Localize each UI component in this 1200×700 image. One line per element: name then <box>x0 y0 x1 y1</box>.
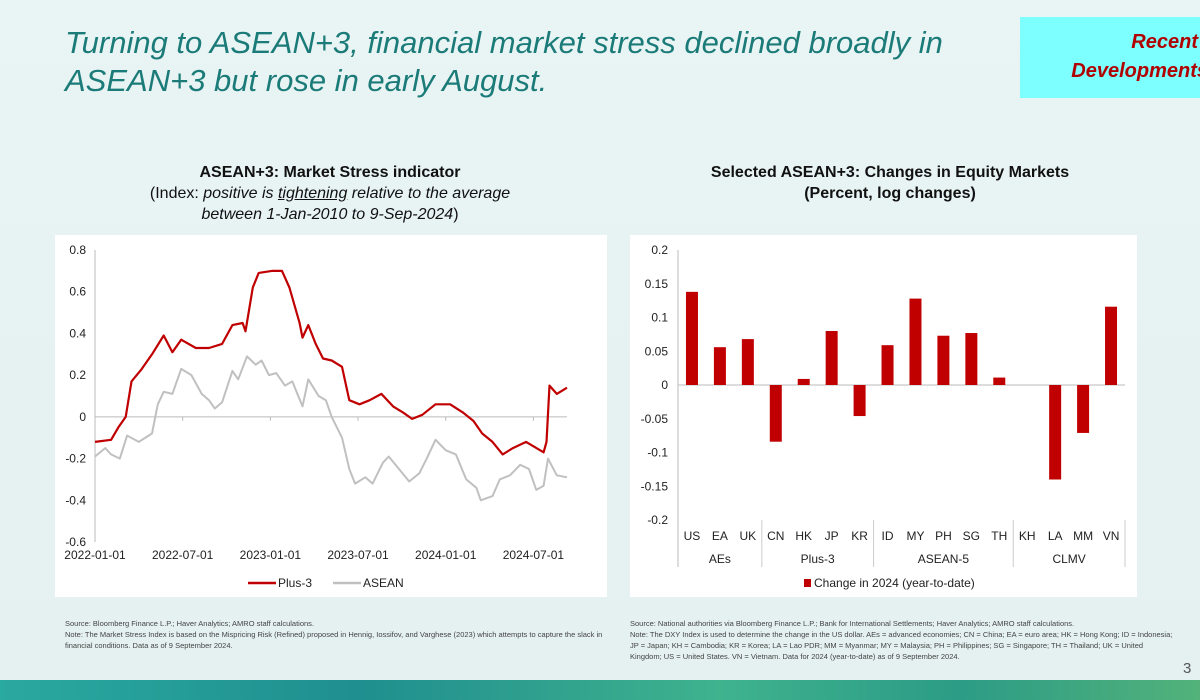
category-label: TH <box>991 529 1007 543</box>
bar-sg <box>965 333 978 385</box>
left-subtitle-suffix: ) <box>453 206 459 223</box>
bar-my <box>909 298 922 385</box>
y-tick-label: 0.15 <box>645 277 669 291</box>
left-source: Source: Bloomberg Finance L.P.; Haver An… <box>65 619 315 628</box>
right-subtitle: (Percent, log changes) <box>804 185 976 202</box>
bar-ea <box>713 347 726 385</box>
right-chart-title: Selected ASEAN+3: Changes in Equity Mark… <box>630 162 1150 204</box>
bar-kr <box>853 385 866 417</box>
bar-mm <box>1077 385 1090 433</box>
right-source: Source: National authorities via Bloombe… <box>630 619 1075 628</box>
category-label: KR <box>851 529 868 543</box>
category-label: PH <box>935 529 952 543</box>
title-line-1: Turning to ASEAN+3, financial market str… <box>65 25 943 60</box>
x-tick-label: 2022-07-01 <box>152 548 214 562</box>
y-tick-label: 0 <box>661 378 668 392</box>
category-label: UK <box>740 529 757 543</box>
y-tick-label: 0.2 <box>651 243 668 257</box>
section-tag: Recent Developments <box>1020 17 1200 98</box>
legend-label: Change in 2024 (year-to-date) <box>814 576 975 590</box>
right-note: Note: The DXY Index is used to determine… <box>630 630 1173 661</box>
category-label: MM <box>1073 529 1093 543</box>
y-tick-label: 0 <box>79 410 86 424</box>
x-tick-label: 2023-01-01 <box>240 548 302 562</box>
legend-label: ASEAN <box>363 576 404 590</box>
group-label: ASEAN-5 <box>918 552 970 566</box>
category-label: ID <box>882 529 894 543</box>
category-label: SG <box>963 529 980 543</box>
bar-uk <box>741 339 754 385</box>
y-tick-label: -0.1 <box>647 446 668 460</box>
bar-chart: 0.2 0.15 0.1 0.05 0 -0.05 -0.1 -0.15 -0.2 US EA UK C… <box>641 243 1126 590</box>
y-tick-label: -0.6 <box>65 535 86 549</box>
y-tick-label: 0.8 <box>69 243 86 257</box>
y-tick-label: 0.05 <box>645 344 669 358</box>
category-label: US <box>684 529 701 543</box>
left-subtitle-line2: between 1-Jan-2010 to 9-Sep-2024 <box>201 206 454 223</box>
bar-id <box>881 345 894 385</box>
series-line-plus-3 <box>94 269 568 456</box>
y-tick-label: 0.1 <box>651 311 668 325</box>
left-subtitle-prefix: (Index: <box>149 185 204 202</box>
group-label: AEs <box>709 552 731 566</box>
x-tick-label: 2022-01-01 <box>64 548 126 562</box>
category-label: CN <box>767 529 784 543</box>
left-chart-title: ASEAN+3: Market Stress indicator (Index:… <box>70 162 590 225</box>
section-tag-line-2: Developments <box>1071 60 1200 82</box>
category-label: KH <box>1019 529 1036 543</box>
x-tick-label: 2024-01-01 <box>415 548 477 562</box>
left-notes: Source: Bloomberg Finance L.P.; Haver An… <box>65 618 605 651</box>
right-title: Selected ASEAN+3: Changes in Equity Mark… <box>710 164 1070 181</box>
right-notes: Source: National authorities via Bloombe… <box>630 618 1175 662</box>
legend-label: Plus-3 <box>278 576 312 590</box>
bar-hk <box>797 378 810 385</box>
left-subtitle-underlined: tightening <box>277 185 348 202</box>
category-label: VN <box>1103 529 1120 543</box>
left-title: ASEAN+3: Market Stress indicator <box>199 164 461 181</box>
left-subtitle-italic: positive is <box>203 185 278 202</box>
bar-ph <box>937 335 950 385</box>
y-tick-label: -0.2 <box>65 452 86 466</box>
line-chart-panel: 0.8 0.6 0.4 0.2 0 -0.2 -0.4 -0.6 2022-01-01 2022-… <box>55 235 607 597</box>
category-label: HK <box>795 529 812 543</box>
y-tick-label: 0.6 <box>69 285 86 299</box>
bar-us <box>685 291 698 385</box>
category-label: JP <box>825 529 839 543</box>
group-label: CLMV <box>1052 552 1085 566</box>
bar-vn <box>1105 306 1118 385</box>
y-tick-label: -0.4 <box>65 493 86 507</box>
y-tick-label: 0.4 <box>69 326 86 340</box>
left-subtitle-italic2: relative to the average <box>347 185 511 202</box>
category-label: EA <box>712 529 728 543</box>
x-tick-label: 2024-07-01 <box>503 548 565 562</box>
bar-jp <box>825 331 838 385</box>
section-tag-line-1: Recent <box>1131 31 1198 53</box>
category-label: LA <box>1048 529 1063 543</box>
slide-title: Turning to ASEAN+3, financial market str… <box>65 24 985 100</box>
left-note: Note: The Market Stress Index is based o… <box>65 630 603 650</box>
series-line-asean <box>94 355 568 502</box>
y-tick-label: 0.2 <box>69 368 86 382</box>
bar-cn <box>769 385 782 442</box>
y-tick-label: -0.05 <box>641 412 669 426</box>
bar-th <box>993 377 1006 385</box>
bar-la <box>1049 385 1062 480</box>
title-line-2: ASEAN+3 but rose in early August. <box>65 63 548 98</box>
footer-band <box>0 680 1200 700</box>
category-label: MY <box>906 529 924 543</box>
x-tick-label: 2023-07-01 <box>327 548 389 562</box>
y-tick-label: -0.15 <box>641 479 669 493</box>
bar-chart-panel: 0.2 0.15 0.1 0.05 0 -0.05 -0.1 -0.15 -0.2 US EA UK C… <box>630 235 1137 597</box>
group-label: Plus-3 <box>801 552 835 566</box>
y-tick-label: -0.2 <box>647 513 668 527</box>
page-number: 3 <box>1183 660 1192 677</box>
legend-swatch <box>804 579 811 587</box>
